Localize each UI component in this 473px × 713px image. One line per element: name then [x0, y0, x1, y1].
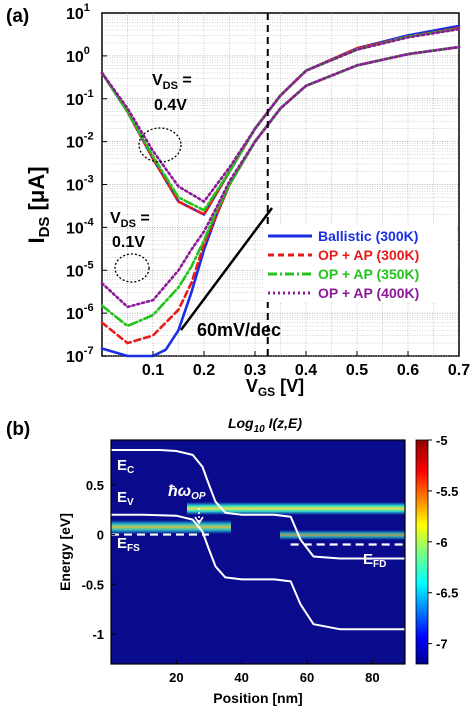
vds-low-ellipse	[114, 253, 150, 283]
ec-label: EC	[117, 457, 134, 476]
heatmap-x-tick-label: 20	[169, 670, 183, 685]
phonon-arrow-head	[194, 516, 204, 525]
colorbar-tick-label: -6.5	[436, 586, 458, 601]
y-axis-label: IDS [μA]	[24, 166, 53, 243]
y-tick-label: 10-5	[66, 259, 94, 280]
colorbar-tick-label: -5.5	[436, 484, 458, 499]
heatmap-x-tick-label: 60	[300, 670, 314, 685]
x-tick-labels: 0.1 0.2 0.3 0.4 0.5 0.6 0.7	[142, 351, 470, 379]
efd-label: EFD	[363, 551, 386, 570]
y-tick-label: 10-2	[66, 131, 94, 152]
heatmap-x-ticks: 20 40 60 80	[169, 660, 380, 685]
panel-a: (a) VDS = 0.4V VDS = 0.1V 60mV/dec Balli…	[6, 2, 470, 399]
x-tick-label: 0.7	[448, 362, 470, 379]
y-tick-label: 10-3	[66, 174, 94, 195]
x-tick-label: 0.2	[193, 362, 215, 379]
heatmap-title: Log10 I(z,E)	[228, 415, 302, 435]
heatmap-x-tick-label: 40	[234, 670, 248, 685]
vds-low-label: VDS =	[110, 210, 150, 230]
x-axis-label: VGS [V]	[246, 376, 304, 399]
plot-a-series	[100, 24, 461, 358]
x-tick-label: 0.4	[295, 362, 317, 379]
x-tick-label: 0.3	[244, 362, 266, 379]
legend-box	[263, 226, 457, 302]
heatmap-y-tick-label: 0.5	[86, 478, 104, 493]
series-line-4-low	[100, 45, 461, 309]
heatmap-y-tick-label: -1	[92, 627, 104, 642]
x-tick-label: 0.1	[142, 362, 164, 379]
y-tick-label: 10-1	[66, 88, 94, 109]
heatmap-area	[111, 440, 405, 664]
legend-label-1: Ballistic (300K)	[318, 228, 418, 244]
band-edge-curves	[111, 449, 405, 631]
ev-label: EV	[117, 489, 134, 508]
colorbar-tick-label: -6	[436, 535, 448, 550]
legend-label-2: OP + AP (300K)	[318, 247, 419, 263]
heatmap-features	[111, 449, 405, 631]
vds-low-value: 0.1V	[112, 234, 145, 251]
heatmap-x-label: Position [nm]	[213, 690, 302, 706]
y-tick-labels: 101 100 10-1 10-2 10-3 10-4 10-5 10-6 10-7	[66, 2, 107, 366]
slope-label: 60mV/dec	[197, 320, 281, 340]
ec-curve	[111, 449, 405, 560]
panel-b: (b) Log10 I(z,E)	[6, 415, 458, 706]
heatmap-y-ticks: 0.5 0 -0.5 -1	[82, 478, 115, 642]
heatmap-band-source	[111, 520, 231, 534]
legend-label-4: OP + AP (400K)	[318, 285, 419, 301]
legend: Ballistic (300K) OP + AP (300K) OP + AP (3…	[263, 226, 457, 302]
heatmap-band-drain	[280, 530, 405, 540]
legend-label-3: OP + AP (350K)	[318, 266, 419, 282]
efs-label: EFS	[117, 535, 140, 554]
colorbar-tick-label: -7	[436, 637, 448, 652]
heatmap-band-upper	[187, 502, 405, 515]
series-line-3-low	[100, 45, 461, 328]
colorbar-ticks: -5 -5.5 -6 -6.5 -7	[428, 433, 458, 652]
panel-b-label: (b)	[6, 419, 30, 440]
series-line-4-high	[100, 27, 461, 203]
colorbar-tick-label: -5	[436, 433, 448, 448]
vds-high-label: VDS =	[152, 72, 192, 92]
phonon-label: ħωOP	[168, 483, 206, 502]
heatmap-y-label: Energy [eV]	[57, 513, 73, 591]
heatmap-y-tick-label: 0	[97, 528, 104, 543]
colorbar	[415, 439, 429, 665]
panel-a-label: (a)	[6, 6, 29, 27]
heatmap-y-tick-label: -0.5	[82, 577, 104, 592]
ev-curve	[111, 513, 405, 631]
x-tick-label: 0.5	[346, 362, 368, 379]
y-tick-label: 10-4	[66, 216, 94, 237]
x-tick-label: 0.6	[397, 362, 419, 379]
y-tick-label: 101	[66, 2, 90, 23]
vds-high-ellipse	[138, 127, 182, 163]
heatmap-frame	[110, 439, 406, 665]
y-tick-label: 10-7	[66, 345, 94, 366]
slope-line	[179, 207, 274, 331]
y-tick-label: 100	[66, 45, 90, 66]
y-tick-label: 10-6	[66, 302, 94, 323]
heatmap-x-tick-label: 80	[365, 670, 379, 685]
vds-high-value: 0.4V	[154, 97, 187, 114]
